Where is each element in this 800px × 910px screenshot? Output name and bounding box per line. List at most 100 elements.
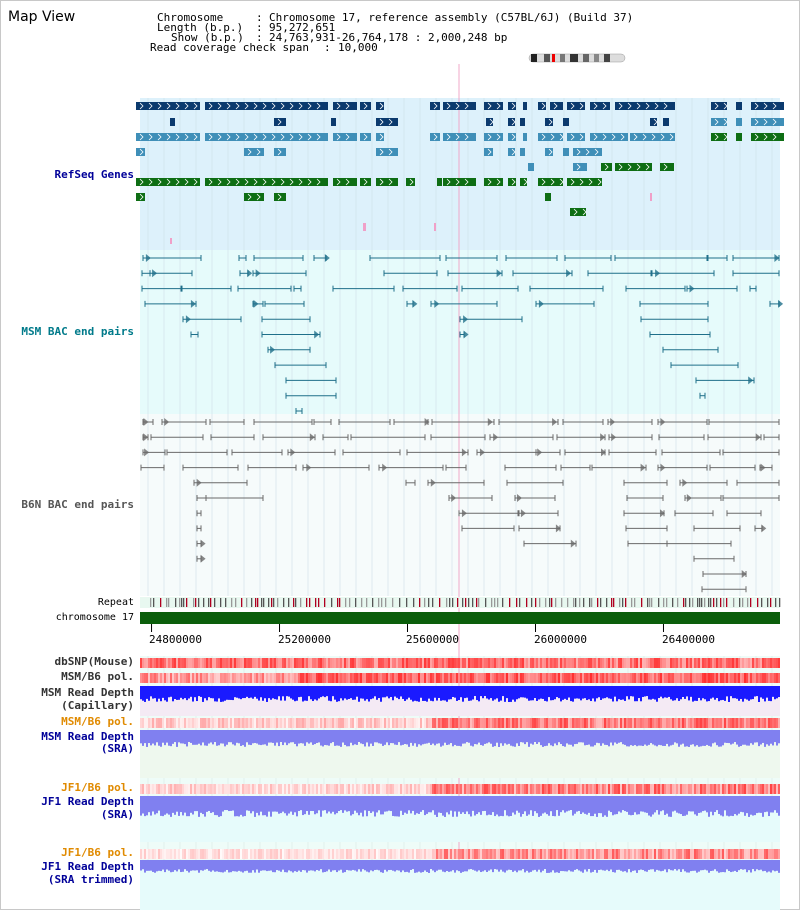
jf1-depth-bar — [744, 796, 746, 816]
jf1-trimmed-depth-bar — [672, 860, 674, 871]
repeat-mark — [345, 598, 347, 607]
jf1-depth-bar — [776, 796, 778, 813]
depth-capillary-bar — [220, 686, 222, 702]
jf1-b6-pol-cell — [630, 784, 632, 794]
depth-sra-bar — [674, 730, 676, 743]
jf1-b6-pol-cell — [206, 784, 208, 794]
depth-capillary-bar — [606, 686, 608, 698]
jf1-trimmed-depth-bar — [236, 860, 238, 872]
jf1-depth-bar — [246, 796, 248, 811]
jf1-trimmed-depth-bar — [320, 860, 322, 870]
msm-b6-pol-cell — [204, 673, 206, 683]
msm-b6-pol-cell — [750, 673, 752, 683]
jf1-trimmed-depth-bar — [296, 860, 298, 872]
dbsnp-cell — [204, 658, 206, 668]
jf1-depth-bar — [478, 796, 480, 813]
jf1-trimmed-depth-bar — [426, 860, 428, 872]
dbsnp-cell — [322, 658, 324, 668]
jf1-b6-pol-cell — [210, 784, 212, 794]
jf1-b6-pol-trimmed-cell — [494, 849, 496, 859]
msm-b6-pol-cell — [362, 673, 364, 683]
jf1-b6-pol-trimmed-cell — [530, 849, 532, 859]
dbsnp-cell — [608, 658, 610, 668]
depth-sra-bar — [726, 730, 728, 743]
depth-capillary-bar — [712, 686, 714, 698]
jf1-b6-pol-trimmed-cell — [176, 849, 178, 859]
depth-capillary-bar — [406, 686, 408, 700]
msm-b6-pol-sra-cell — [140, 718, 142, 728]
jf1-trimmed-depth-bar — [722, 860, 724, 873]
depth-capillary-bar — [534, 686, 536, 699]
jf1-b6-pol-trimmed-cell — [396, 849, 398, 859]
jf1-b6-pol-cell — [358, 784, 360, 794]
jf1-trimmed-depth-bar — [358, 860, 360, 870]
depth-capillary-bar — [778, 686, 780, 698]
depth-sra-bar — [546, 730, 548, 746]
depth-sra-bar — [262, 730, 264, 745]
jf1-trimmed-depth-bar — [766, 860, 768, 873]
msm-b6-pol-cell — [562, 673, 564, 683]
depth-capillary-bar — [308, 686, 310, 697]
depth-sra-bar — [658, 730, 660, 745]
msm-b6-pol-sra-cell — [296, 718, 298, 728]
gene-strand-arrow — [226, 178, 231, 186]
dbsnp-cell — [356, 658, 358, 668]
msm-b6-pol-sra-cell — [734, 718, 736, 728]
jf1-b6-pol-cell — [412, 784, 414, 794]
jf1-b6-pol-cell — [660, 784, 662, 794]
msm-b6-pol-cell — [526, 673, 528, 683]
repeat-mark — [339, 598, 341, 607]
bac-end-arrow — [200, 554, 206, 563]
chromosome-ideogram[interactable] — [528, 52, 628, 64]
depth-sra-bar — [270, 730, 272, 743]
msm-b6-pol-cell — [154, 673, 156, 683]
depth-sra-bar — [150, 730, 152, 746]
jf1-depth-bar — [292, 796, 294, 815]
gene-block — [508, 178, 516, 186]
jf1-b6-pol-cell — [670, 784, 672, 794]
depth-sra-bar — [198, 730, 200, 744]
msm-b6-pol-sra-cell — [164, 718, 166, 728]
jf1-b6-pol-trimmed-cell — [282, 849, 284, 859]
jf1-b6-pol-trimmed-cell — [626, 849, 628, 859]
gene-strand-arrow — [663, 102, 668, 110]
jf1-trimmed-depth-bar — [566, 860, 568, 872]
depth-sra-bar — [756, 730, 758, 743]
jf1-depth-bar — [528, 796, 530, 815]
jf1-b6-pol-cell — [748, 784, 750, 794]
depth-sra-bar — [290, 730, 292, 743]
depth-sra-bar — [520, 730, 522, 743]
msm-b6-pol-sra-cell — [532, 718, 534, 728]
repeat-mark — [261, 598, 263, 607]
depth-capillary-bar — [194, 686, 196, 698]
jf1-depth-bar — [416, 796, 418, 814]
depth-capillary-bar — [756, 686, 758, 697]
depth-sra-bar — [556, 730, 558, 746]
jf1-b6-pol-trimmed-cell — [448, 849, 450, 859]
jf1-depth-bar — [704, 796, 706, 811]
msm-b6-pol-cell — [158, 673, 160, 683]
depth-sra-bar — [168, 730, 170, 746]
msm-b6-pol-cell — [424, 673, 426, 683]
dbsnp-cell — [306, 658, 308, 668]
dbsnp-cell — [194, 658, 196, 668]
dbsnp-cell — [480, 658, 482, 668]
depth-sra-bar — [534, 730, 536, 743]
gene-strand-arrow — [548, 148, 553, 156]
msm-b6-pol-cell — [738, 673, 740, 683]
jf1-trimmed-depth-bar — [520, 860, 522, 871]
msm-b6-pol-sra-cell — [712, 718, 714, 728]
jf1-trimmed-depth-bar — [534, 860, 536, 870]
jf1-b6-pol-trimmed-cell — [606, 849, 608, 859]
jf1-b6-pol-trimmed-cell — [414, 849, 416, 859]
dbsnp-cell — [292, 658, 294, 668]
jf1-trimmed-depth-bar — [568, 860, 570, 871]
jf1-trimmed-depth-bar — [198, 860, 200, 873]
repeat-mark — [485, 598, 487, 607]
depth-sra-bar — [140, 730, 142, 744]
depth-capillary-bar — [492, 686, 494, 701]
dbsnp-cell — [168, 658, 170, 668]
msm-b6-pol-cell — [456, 673, 458, 683]
depth-capillary-bar — [660, 686, 662, 697]
